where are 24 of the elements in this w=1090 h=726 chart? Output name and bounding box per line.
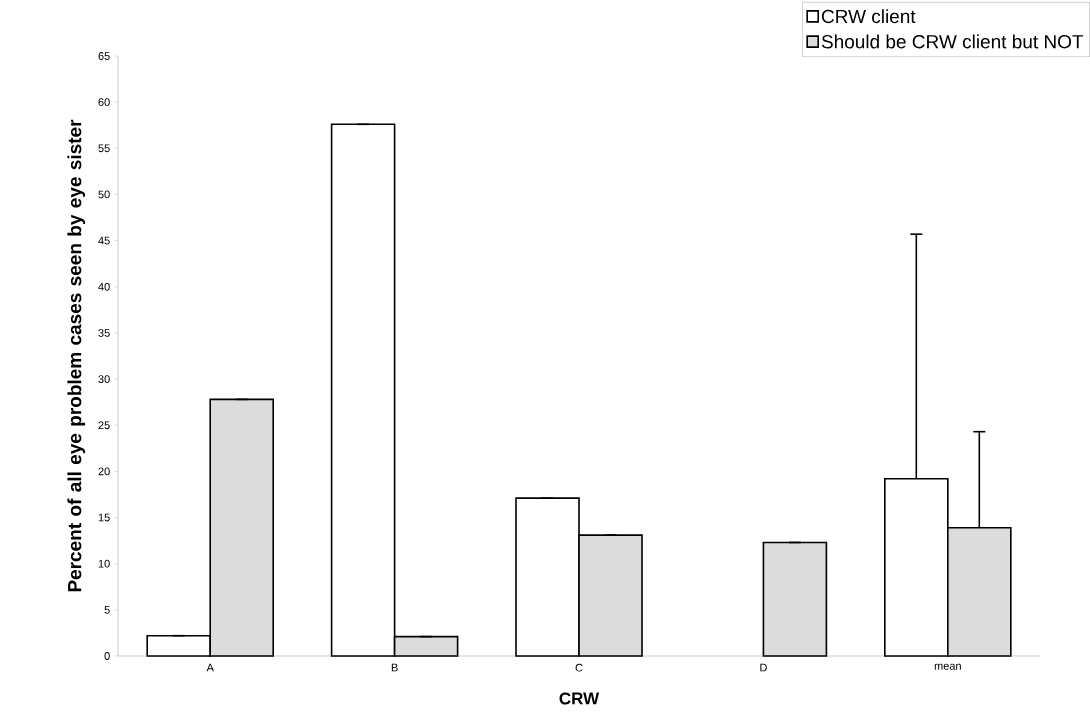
- y-tick-label: 30: [98, 375, 110, 383]
- x-tick-label: B: [391, 663, 398, 672]
- y-tick-label: 10: [98, 559, 110, 568]
- y-tick-label: 50: [98, 190, 110, 199]
- y-tick-label: 0: [104, 652, 110, 660]
- legend-label: CRW client: [821, 9, 916, 24]
- y-tick-label: 20: [98, 467, 110, 476]
- y-tick-label: 5: [104, 606, 110, 614]
- y-tick-label: 15: [98, 513, 110, 522]
- y-tick-label: 60: [98, 98, 110, 107]
- y-tick-label: 45: [98, 236, 110, 245]
- y-tick-label: 65: [98, 52, 110, 60]
- x-tick-label: mean: [934, 663, 961, 670]
- y-tick-label: 35: [98, 329, 110, 337]
- y-tick-label: 25: [98, 421, 110, 430]
- y-axis-title: Percent of all eye problem cases seen by eye sister: [67, 119, 86, 592]
- bar: [762, 541, 828, 657]
- y-tick-label: 40: [98, 282, 110, 291]
- legend-label: Should be CRW client but NOT: [821, 34, 1084, 49]
- x-tick-label: A: [206, 663, 214, 672]
- y-tick-label: 55: [98, 144, 110, 153]
- x-axis-title: CRW: [559, 692, 600, 705]
- x-tick-label: D: [760, 663, 767, 672]
- x-tick-label: C: [575, 663, 583, 672]
